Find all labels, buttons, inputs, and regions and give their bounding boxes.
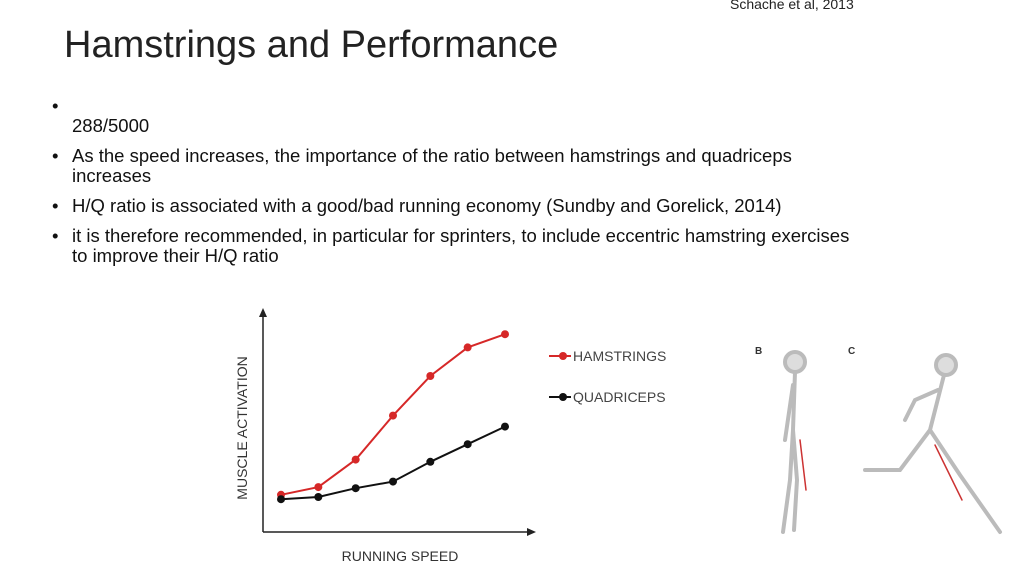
legend-label: QUADRICEPS <box>573 389 666 405</box>
bullet-list: 288/5000 As the speed increases, the impo… <box>52 96 852 276</box>
legend-label: HAMSTRINGS <box>573 348 666 364</box>
bullet: H/Q ratio is associated with a good/bad … <box>52 196 852 217</box>
panel-label: C <box>848 346 855 357</box>
bullet: it is therefore recommended, in particul… <box>52 226 852 266</box>
panel-label: B <box>755 346 762 357</box>
data-point <box>277 495 285 504</box>
data-point <box>463 440 472 449</box>
data-point <box>351 484 360 493</box>
x-axis-arrow <box>527 528 536 536</box>
data-point <box>351 455 360 464</box>
legend-marker <box>559 352 567 360</box>
bullet: 288/5000 <box>52 96 852 136</box>
citation: Schache et al, 2013 <box>730 0 854 12</box>
x-axis-label: RUNNING SPEED <box>342 548 459 564</box>
y-axis-arrow <box>259 308 267 317</box>
skeleton-figure: B C <box>755 346 1002 534</box>
bullet: As the speed increases, the importance o… <box>52 146 852 186</box>
data-point <box>389 411 397 420</box>
data-point <box>314 493 323 501</box>
data-point <box>389 477 397 486</box>
data-point <box>501 330 509 339</box>
data-point <box>501 422 509 431</box>
slide-title: Hamstrings and Performance <box>64 24 559 66</box>
data-point <box>426 457 435 466</box>
data-point <box>426 372 435 380</box>
data-point <box>314 483 323 492</box>
legend-marker <box>559 393 567 401</box>
y-axis-label: MUSCLE ACTIVATION <box>234 356 250 499</box>
data-point <box>463 343 472 352</box>
